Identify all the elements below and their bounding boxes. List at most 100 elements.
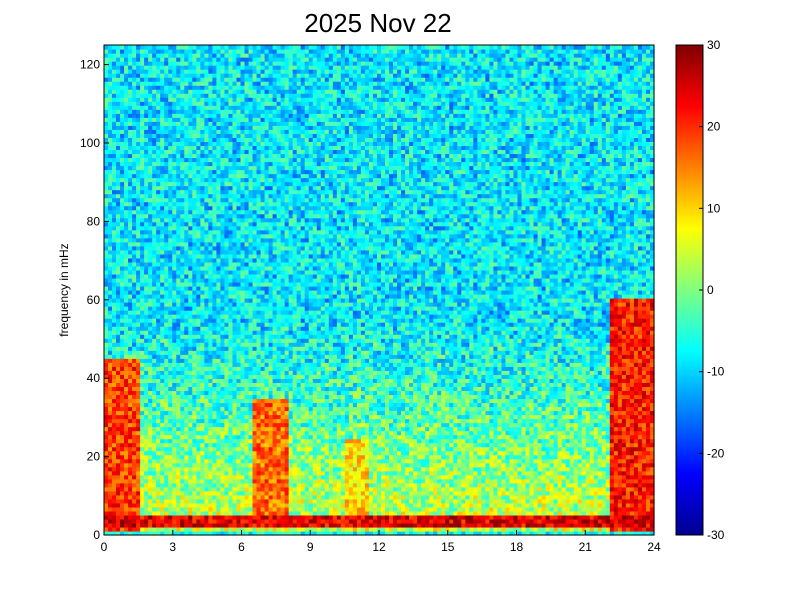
heatmap-cell <box>116 414 121 420</box>
heatmap-cell <box>216 310 222 315</box>
heatmap-cell <box>148 518 153 524</box>
heatmap-cell <box>244 117 250 122</box>
heatmap-cell <box>184 105 189 110</box>
heatmap-cell <box>208 149 213 155</box>
heatmap-cell <box>144 294 149 299</box>
heatmap-cell <box>116 354 121 359</box>
heatmap-cell <box>216 169 222 175</box>
heatmap-cell <box>104 193 109 199</box>
heatmap-cell <box>252 209 258 215</box>
heatmap-cell <box>216 141 222 147</box>
heatmap-cell <box>104 370 109 375</box>
heatmap-cell <box>220 486 226 492</box>
heatmap-cell <box>240 253 246 259</box>
heatmap-cell <box>236 157 242 163</box>
heatmap-cell <box>176 494 181 500</box>
heatmap-cell <box>208 462 213 468</box>
heatmap-cell <box>148 350 153 355</box>
heatmap-cell <box>228 93 234 98</box>
heatmap-cell <box>260 229 266 235</box>
heatmap-cell <box>220 502 226 508</box>
heatmap-cell <box>236 117 242 122</box>
heatmap-cell <box>128 506 133 512</box>
heatmap-cell <box>160 414 165 420</box>
heatmap-cell <box>136 338 141 343</box>
heatmap-cell <box>224 173 230 179</box>
heatmap-cell <box>164 358 169 363</box>
heatmap-cell <box>172 382 177 387</box>
heatmap-cell <box>124 137 129 142</box>
heatmap-cell <box>120 530 125 536</box>
heatmap-cell <box>236 406 242 412</box>
heatmap-cell <box>128 205 133 211</box>
heatmap-cell <box>224 145 230 151</box>
heatmap-cell <box>244 193 250 199</box>
heatmap-cell <box>172 97 177 102</box>
heatmap-cell <box>240 109 246 114</box>
heatmap-cell <box>196 117 201 122</box>
heatmap-cell <box>200 197 205 203</box>
heatmap-cell <box>156 241 161 247</box>
heatmap-cell <box>168 502 173 508</box>
heatmap-cell <box>108 245 113 251</box>
heatmap-cell <box>220 281 226 287</box>
heatmap-cell <box>232 358 238 363</box>
heatmap-cell <box>208 157 213 163</box>
heatmap-cell <box>252 474 258 480</box>
heatmap-cell <box>220 69 226 74</box>
heatmap-cell <box>104 261 109 267</box>
heatmap-cell <box>184 422 189 428</box>
heatmap-cell <box>140 362 145 367</box>
heatmap-cell <box>228 386 234 392</box>
heatmap-cell <box>180 314 185 319</box>
heatmap-cell <box>248 502 254 508</box>
heatmap-cell <box>192 201 197 207</box>
heatmap-cell <box>164 57 169 62</box>
heatmap-cell <box>104 426 109 432</box>
heatmap-cell <box>252 478 258 484</box>
heatmap-cell <box>232 390 238 396</box>
heatmap-cell <box>256 137 262 142</box>
heatmap-cell <box>112 85 117 90</box>
heatmap-cell <box>220 261 226 267</box>
heatmap-cell <box>144 217 149 223</box>
heatmap-cell <box>240 386 246 392</box>
heatmap-cell <box>228 57 234 62</box>
heatmap-cell <box>116 502 121 508</box>
heatmap-cell <box>240 161 246 167</box>
heatmap-cell <box>120 137 125 142</box>
heatmap-cell <box>116 193 121 199</box>
heatmap-cell <box>140 438 145 444</box>
heatmap-cell <box>216 466 222 472</box>
heatmap-cell <box>104 65 109 70</box>
heatmap-cell <box>160 418 165 424</box>
heatmap-cell <box>112 197 117 203</box>
heatmap-cell <box>236 105 242 110</box>
heatmap-cell <box>260 69 266 74</box>
heatmap-cell <box>188 530 193 536</box>
heatmap-cell <box>140 458 145 464</box>
heatmap-cell <box>264 97 270 102</box>
heatmap-cell <box>160 157 165 163</box>
heatmap-cell <box>200 434 205 440</box>
heatmap-cell <box>176 386 181 392</box>
heatmap-cell <box>236 298 242 303</box>
heatmap-cell <box>228 233 234 239</box>
heatmap-cell <box>128 189 133 195</box>
heatmap-cell <box>228 81 234 86</box>
heatmap-cell <box>204 314 209 319</box>
heatmap-cell <box>208 374 213 379</box>
heatmap-cell <box>128 374 133 379</box>
heatmap-cell <box>236 378 242 383</box>
heatmap-cell <box>124 402 129 408</box>
heatmap-cell <box>204 277 209 283</box>
heatmap-cell <box>140 105 145 110</box>
heatmap-cell <box>240 257 246 263</box>
heatmap-cell <box>192 498 197 504</box>
heatmap-cell <box>224 470 230 476</box>
heatmap-cell <box>200 418 205 424</box>
heatmap-cell <box>220 526 226 532</box>
heatmap-cell <box>232 378 238 383</box>
heatmap-cell <box>152 173 157 179</box>
heatmap-cell <box>212 113 217 118</box>
